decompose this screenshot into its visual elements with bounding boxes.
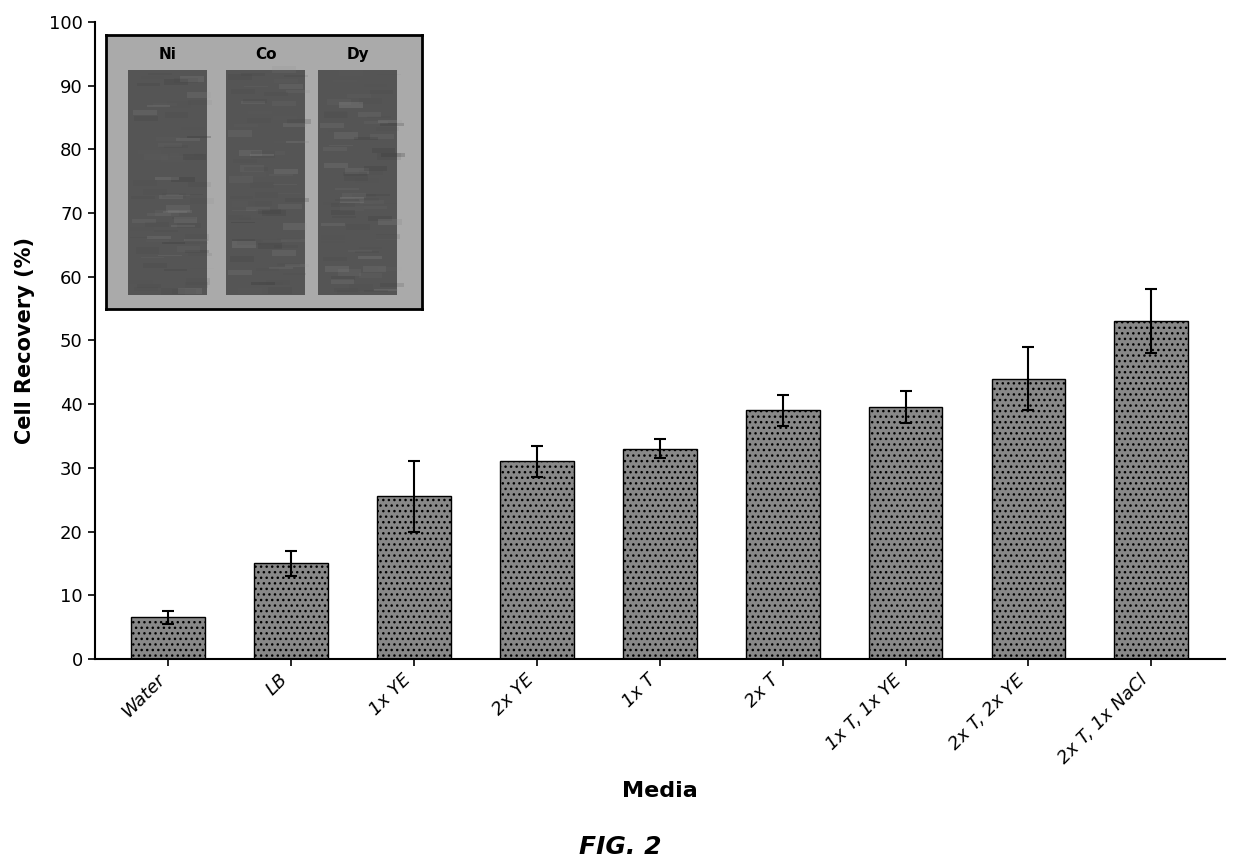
X-axis label: Media: Media <box>622 781 698 801</box>
Bar <box>1115 321 1188 659</box>
Bar <box>500 462 574 659</box>
Bar <box>254 563 329 659</box>
Text: FIG. 2: FIG. 2 <box>579 835 661 859</box>
Bar <box>622 449 697 659</box>
Bar <box>869 407 942 659</box>
Bar <box>992 378 1065 659</box>
Bar <box>377 496 451 659</box>
Y-axis label: Cell Recovery (%): Cell Recovery (%) <box>15 237 35 444</box>
Bar <box>745 411 820 659</box>
Bar <box>131 617 205 659</box>
